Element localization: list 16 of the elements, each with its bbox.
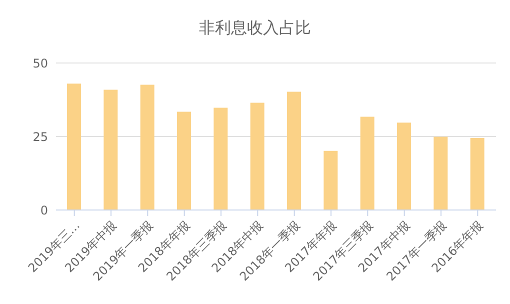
- bar: [140, 84, 154, 210]
- y-tick-label: 0: [40, 203, 48, 218]
- bar: [177, 112, 191, 210]
- y-tick-label: 25: [32, 130, 48, 144]
- bar: [324, 150, 338, 210]
- bar: [434, 136, 448, 210]
- chart-title: 非利息收入占比: [198, 18, 312, 39]
- bar: [250, 102, 264, 210]
- bar: [214, 108, 228, 210]
- y-tick-label: 50: [32, 56, 48, 70]
- bar: [287, 92, 301, 210]
- bar: [104, 90, 118, 210]
- bar: [360, 116, 374, 210]
- bar: [397, 122, 411, 210]
- bar: [470, 138, 484, 210]
- bar: [67, 84, 81, 210]
